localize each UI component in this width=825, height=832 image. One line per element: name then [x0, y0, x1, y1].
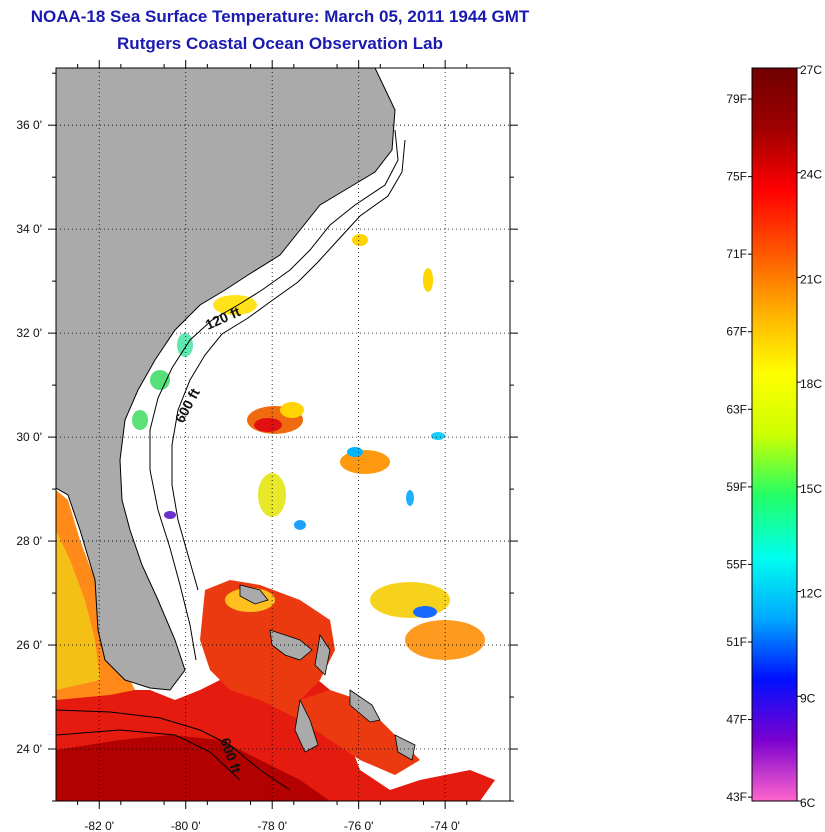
lat-tick-label: 28 0': [16, 534, 42, 548]
celsius-label: 15C: [800, 482, 822, 496]
fahrenheit-label: 59F: [726, 480, 747, 494]
page-subtitle: Rutgers Coastal Ocean Observation Lab: [117, 34, 443, 53]
celsius-label: 27C: [800, 63, 822, 77]
fahrenheit-label: 79F: [726, 92, 747, 106]
colorbar-labels: 27C 24C 21C 18C 15C 12C 9C 6C 79F 75F 71F 67F 63F 59F…: [726, 63, 822, 810]
fahrenheit-label: 55F: [726, 557, 747, 571]
celsius-label: 21C: [800, 272, 822, 286]
lon-tick-label: -82 0': [84, 819, 114, 832]
celsius-label: 6C: [800, 796, 816, 810]
page-title: NOAA-18 Sea Surface Temperature: March 0…: [30, 7, 530, 26]
fahrenheit-label: 63F: [726, 402, 747, 416]
celsius-label: 18C: [800, 377, 822, 391]
fahrenheit-label: 47F: [726, 713, 747, 727]
map-frame: [55, 67, 511, 802]
north-america-land: [56, 68, 396, 691]
lat-tick-label: 26 0': [16, 638, 42, 652]
lat-tick-label: 32 0': [16, 326, 42, 340]
gulf-hot-water: [56, 735, 330, 801]
axis-ticks: -82 0' -80 0' -78 0' -76 0' -74 0' 36 0' 34 0'…: [16, 60, 518, 832]
lon-tick-label: -78 0': [257, 819, 287, 832]
fahrenheit-label: 43F: [726, 790, 747, 804]
bahamas-islands: [239, 584, 416, 761]
fahrenheit-label: 67F: [726, 325, 747, 339]
fahrenheit-label: 75F: [726, 170, 747, 184]
lon-tick-label: -80 0': [171, 819, 201, 832]
lat-tick-label: 30 0': [16, 430, 42, 444]
depth-contours: [56, 129, 406, 791]
bahamas-warm-water: [200, 580, 420, 775]
colorbar-scale: [751, 67, 798, 802]
lat-tick-label: 24 0': [16, 742, 42, 756]
lat-tick-label: 34 0': [16, 222, 42, 236]
fahrenheit-label: 51F: [726, 635, 747, 649]
lat-tick-label: 36 0': [16, 118, 42, 132]
lon-tick-label: -76 0': [344, 819, 374, 832]
offshore-sst-patches: [132, 234, 485, 660]
west-shelf-cool-water: [56, 530, 100, 690]
lon-tick-label: -74 0': [430, 819, 460, 832]
celsius-label: 24C: [800, 168, 822, 182]
celsius-label: 9C: [800, 691, 816, 705]
celsius-label: 12C: [800, 587, 822, 601]
fahrenheit-label: 71F: [726, 247, 747, 261]
